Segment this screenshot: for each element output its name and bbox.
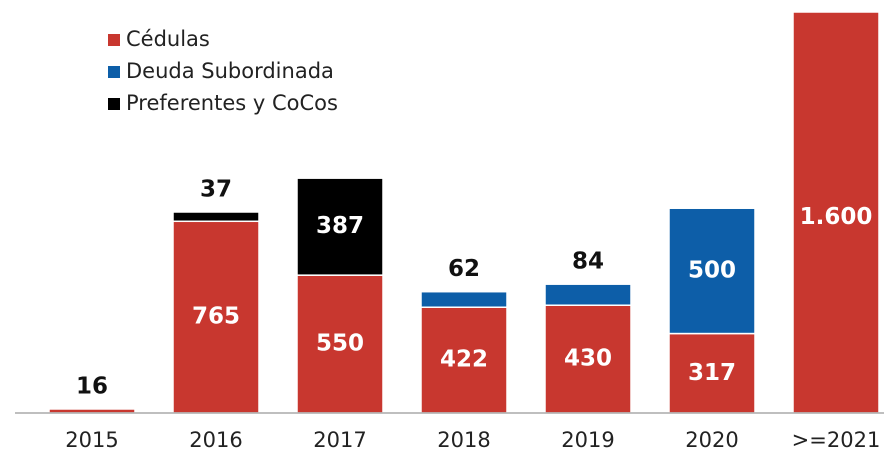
data-label: 62: [448, 256, 480, 282]
data-label: 765: [192, 304, 240, 330]
data-label: 84: [572, 249, 604, 275]
data-label: 500: [688, 257, 736, 283]
legend-label: Preferentes y CoCos: [126, 91, 338, 115]
x-tick-label: >=2021: [792, 428, 881, 452]
data-label: 1.600: [800, 204, 873, 230]
data-label: 422: [440, 347, 488, 373]
bar-segment: [296, 177, 384, 276]
bar-segment: [668, 332, 756, 414]
data-label: 317: [688, 360, 736, 386]
bar-segment: [792, 11, 880, 414]
x-tick-label: 2017: [313, 428, 366, 452]
bar-segment: [420, 290, 508, 308]
x-tick-label: 2020: [685, 428, 738, 452]
bar-segment: [172, 211, 260, 223]
legend-label: Deuda Subordinada: [126, 59, 334, 83]
legend-swatch: [108, 98, 120, 110]
x-tick-label: 2015: [65, 428, 118, 452]
data-label: 387: [316, 213, 364, 239]
legend-label: Cédulas: [126, 27, 210, 51]
x-tick-label: 2016: [189, 428, 242, 452]
legend-swatch: [108, 66, 120, 78]
bar-segment: [420, 306, 508, 414]
bar-segment: [544, 283, 632, 306]
x-tick-label: 2018: [437, 428, 490, 452]
data-label: 37: [200, 176, 232, 202]
data-label: 550: [316, 331, 364, 357]
bar-segment: [668, 207, 756, 335]
legend-swatch: [108, 34, 120, 46]
data-label: 430: [564, 346, 612, 372]
data-label: 16: [76, 373, 108, 399]
bar-segment: [172, 220, 260, 414]
x-tick-label: 2019: [561, 428, 614, 452]
